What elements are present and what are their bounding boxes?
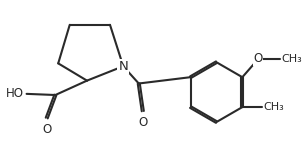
Text: O: O <box>138 116 147 129</box>
Text: HO: HO <box>6 87 24 100</box>
Text: O: O <box>42 123 51 136</box>
Text: CH₃: CH₃ <box>264 102 284 112</box>
Text: CH₃: CH₃ <box>282 54 302 64</box>
Text: N: N <box>118 60 128 73</box>
Text: O: O <box>254 52 263 65</box>
